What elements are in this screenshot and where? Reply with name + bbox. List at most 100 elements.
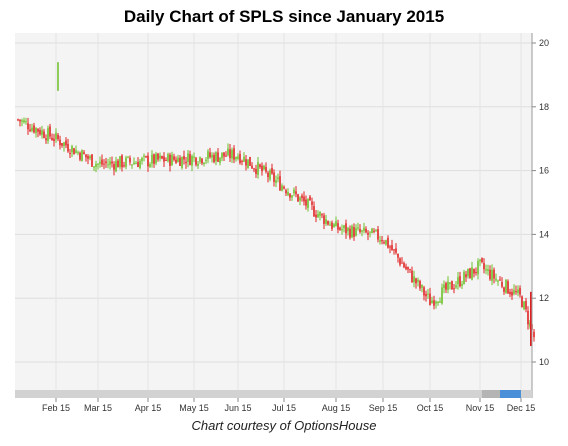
price-bar-body	[79, 152, 81, 160]
scroll-window-indicator[interactable]	[500, 390, 521, 398]
price-bar-body	[241, 161, 243, 163]
price-bar-body	[435, 301, 437, 304]
price-bar-body	[233, 148, 235, 160]
price-bar-body	[451, 281, 453, 290]
price-bar-body	[81, 150, 83, 162]
plot-area	[15, 33, 532, 390]
price-bar-body	[279, 176, 281, 191]
price-bar-body	[409, 268, 411, 270]
price-bar-body	[373, 230, 375, 232]
price-bar-body	[397, 253, 399, 258]
chart-title: Daily Chart of SPLS since January 2015	[123, 7, 445, 26]
price-bar-body	[481, 258, 483, 262]
price-bar-body	[393, 249, 395, 251]
price-bar-body	[317, 214, 319, 218]
price-bar-body	[173, 156, 175, 160]
price-bar-body	[365, 228, 367, 233]
price-bar-body	[437, 301, 439, 303]
price-bar-body	[381, 239, 383, 242]
price-bar-body	[433, 300, 435, 306]
price-bar-body	[515, 291, 517, 293]
price-bar-body	[243, 156, 245, 162]
price-bar-body	[355, 228, 357, 236]
price-bar-body	[357, 227, 359, 229]
price-bar-body	[75, 150, 77, 153]
price-bar-body	[337, 223, 339, 230]
price-bar-body	[351, 226, 353, 238]
price-bar-body	[197, 163, 199, 166]
price-bar-body	[139, 161, 141, 169]
y-tick-label: 16	[539, 166, 549, 176]
x-tick-label: Mar 15	[84, 403, 112, 413]
price-bar-body	[361, 230, 363, 232]
price-bar-body	[449, 282, 451, 284]
price-bar-body	[487, 269, 489, 271]
price-bar-body	[221, 152, 223, 159]
price-bar-body	[469, 268, 471, 279]
price-bar-body	[391, 245, 393, 251]
price-bar-body	[445, 283, 447, 290]
price-bar-body	[413, 276, 415, 283]
price-bar-body	[183, 156, 185, 160]
price-bar-body	[135, 163, 137, 165]
price-bar-body	[185, 161, 187, 164]
price-bar-body	[461, 284, 463, 286]
y-tick-label: 18	[539, 102, 549, 112]
price-bar-body	[379, 240, 381, 242]
price-bar-body	[123, 165, 125, 167]
price-bar-body	[259, 164, 261, 167]
price-bar-body	[131, 164, 133, 166]
price-bar-body	[303, 196, 305, 202]
price-bar-body	[209, 152, 211, 158]
price-bar-body	[533, 331, 535, 338]
x-tick-label: Oct 15	[417, 403, 444, 413]
price-bar-body	[429, 293, 431, 306]
price-bar-body	[217, 152, 219, 162]
price-bar-body	[247, 159, 249, 168]
price-bar-body	[301, 195, 303, 198]
price-bar-body	[389, 246, 391, 248]
price-bar-body	[295, 191, 297, 195]
price-bar-body	[45, 138, 47, 141]
price-bar-body	[431, 300, 433, 304]
price-bar-body	[267, 172, 269, 178]
price-bar-body	[235, 157, 237, 160]
price-bar-body	[293, 189, 295, 194]
price-bar-body	[475, 271, 477, 273]
price-bar-body	[93, 166, 95, 168]
price-bar-body	[113, 163, 115, 170]
price-bar-body	[363, 227, 365, 231]
price-bar-body	[161, 156, 163, 159]
price-bar-body	[273, 172, 275, 182]
price-bar-body	[403, 262, 405, 268]
price-bar-body	[457, 277, 459, 285]
scroll-track[interactable]	[15, 390, 532, 398]
price-bar-body	[53, 138, 55, 141]
price-bar-body	[89, 156, 91, 159]
price-bar-body	[109, 161, 111, 165]
price-bar-body	[65, 140, 67, 146]
price-bar-body	[343, 225, 345, 229]
price-bar-body	[119, 156, 121, 168]
price-bar-body	[213, 154, 215, 163]
price-bar-body	[503, 287, 505, 292]
price-bar-body	[323, 215, 325, 224]
price-bar-body	[187, 153, 189, 162]
price-bar-body	[227, 148, 229, 156]
price-bar-body	[347, 227, 349, 232]
y-axis: 10 12 14 16 18 20	[532, 38, 549, 367]
price-bar-body	[177, 157, 179, 163]
scroll-handle[interactable]	[482, 390, 500, 398]
price-bar-body	[193, 156, 195, 158]
y-tick-label: 14	[539, 229, 549, 239]
price-bar-body	[195, 157, 197, 165]
price-bar-body	[97, 163, 99, 165]
price-bar-body	[441, 287, 443, 304]
price-bar-body	[275, 180, 277, 183]
price-bar-body	[41, 130, 43, 135]
price-bar-body	[27, 123, 29, 130]
price-bar-body	[341, 229, 343, 231]
price-bar-body	[105, 161, 107, 164]
price-bar-body	[375, 229, 377, 231]
